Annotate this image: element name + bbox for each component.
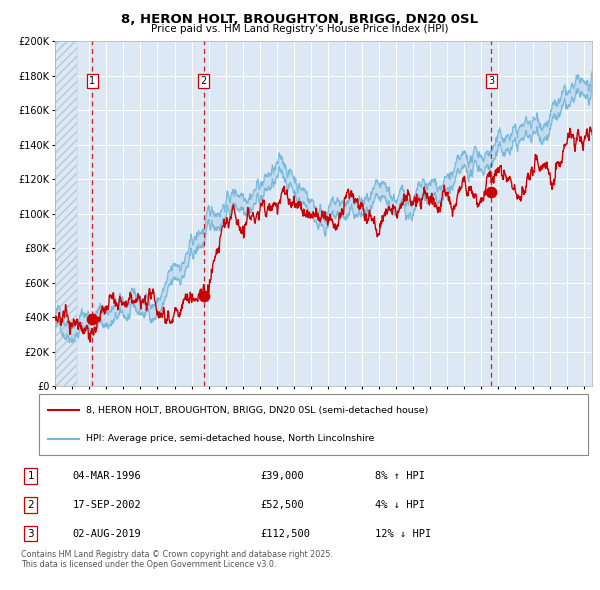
Text: 17-SEP-2002: 17-SEP-2002 <box>73 500 142 510</box>
Text: 02-AUG-2019: 02-AUG-2019 <box>73 529 142 539</box>
Text: 2: 2 <box>200 76 207 86</box>
Point <box>199 291 208 300</box>
Text: 04-MAR-1996: 04-MAR-1996 <box>73 471 142 481</box>
Text: 3: 3 <box>488 76 494 86</box>
Text: HPI: Average price, semi-detached house, North Lincolnshire: HPI: Average price, semi-detached house,… <box>86 434 374 443</box>
Text: 8% ↑ HPI: 8% ↑ HPI <box>375 471 425 481</box>
Text: £39,000: £39,000 <box>260 471 304 481</box>
Text: 3: 3 <box>28 529 34 539</box>
Text: Price paid vs. HM Land Registry's House Price Index (HPI): Price paid vs. HM Land Registry's House … <box>151 24 449 34</box>
Text: 1: 1 <box>89 76 95 86</box>
Text: 8, HERON HOLT, BROUGHTON, BRIGG, DN20 0SL: 8, HERON HOLT, BROUGHTON, BRIGG, DN20 0S… <box>121 13 479 26</box>
Text: 1: 1 <box>28 471 34 481</box>
Text: Contains HM Land Registry data © Crown copyright and database right 2025.
This d: Contains HM Land Registry data © Crown c… <box>21 550 333 569</box>
Point <box>487 188 496 197</box>
Text: 8, HERON HOLT, BROUGHTON, BRIGG, DN20 0SL (semi-detached house): 8, HERON HOLT, BROUGHTON, BRIGG, DN20 0S… <box>86 406 428 415</box>
Text: 4% ↓ HPI: 4% ↓ HPI <box>375 500 425 510</box>
FancyBboxPatch shape <box>39 394 588 455</box>
Text: £52,500: £52,500 <box>260 500 304 510</box>
Text: £112,500: £112,500 <box>260 529 310 539</box>
Text: 2: 2 <box>28 500 34 510</box>
Text: 12% ↓ HPI: 12% ↓ HPI <box>375 529 431 539</box>
Point <box>88 314 97 324</box>
